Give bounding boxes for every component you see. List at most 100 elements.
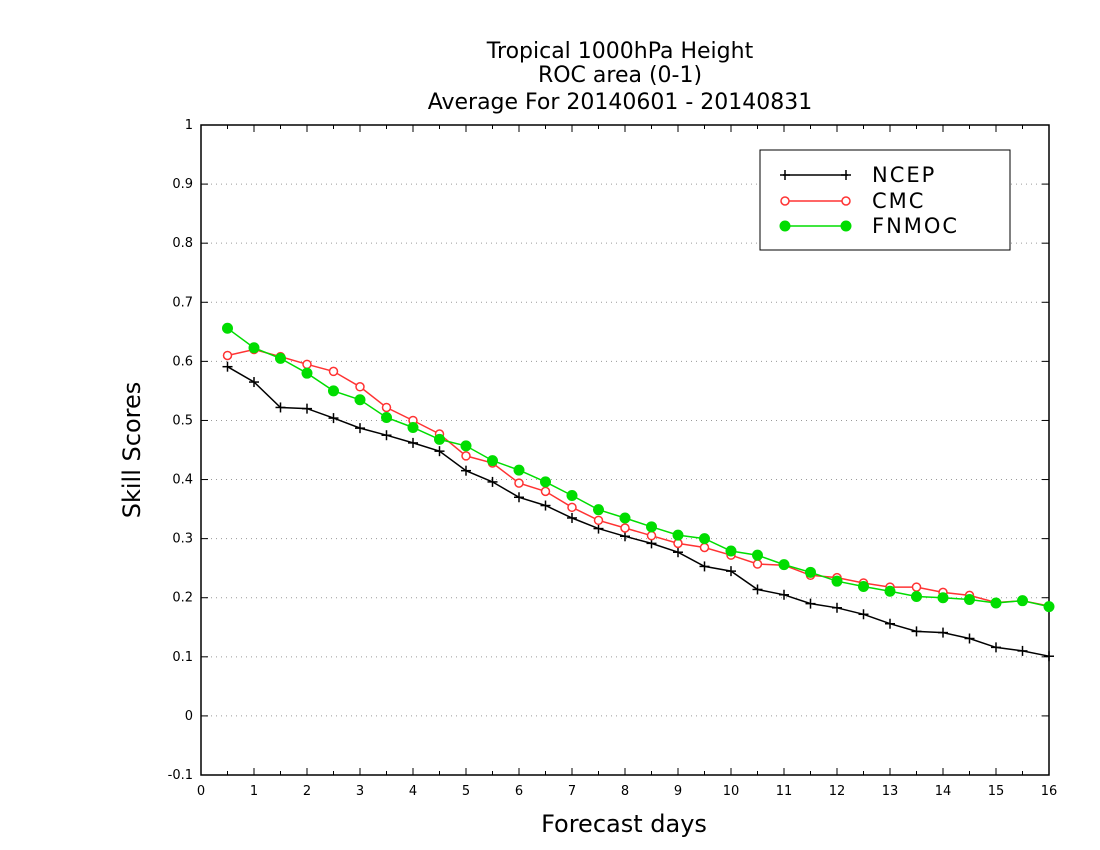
- x-tick-label: 9: [674, 784, 682, 799]
- x-tick-label: 6: [515, 784, 523, 799]
- data-point-cmc: [620, 523, 630, 533]
- data-point-ncep: [408, 437, 418, 448]
- x-tick-label: 1: [250, 784, 258, 799]
- data-point-ncep: [1044, 651, 1054, 662]
- data-point-fnmoc: [434, 433, 445, 445]
- x-tick-label: 7: [568, 784, 576, 799]
- x-tick-label: 15: [988, 784, 1005, 799]
- data-point-fnmoc: [301, 367, 313, 379]
- data-point-ncep: [355, 423, 365, 434]
- data-point-fnmoc: [831, 575, 843, 587]
- x-tick-label: 14: [935, 784, 952, 799]
- x-tick-label: 12: [829, 784, 846, 799]
- data-point-ncep: [381, 430, 392, 441]
- data-point-cmc: [355, 382, 365, 392]
- data-point-ncep: [275, 402, 286, 413]
- y-tick-label: 0.6: [172, 354, 193, 369]
- data-point-fnmoc: [566, 490, 578, 501]
- y-tick-label: 0.1: [172, 650, 193, 665]
- data-point-fnmoc: [937, 592, 949, 604]
- y-tick-label: 0.7: [172, 295, 193, 310]
- chart-title-line-2: ROC area (0-1): [538, 63, 702, 88]
- data-point-ncep: [885, 618, 895, 629]
- series-line-fnmoc: [227, 327, 1050, 608]
- data-point-ncep: [540, 500, 551, 511]
- data-point-ncep: [858, 609, 869, 620]
- legend-marker-cmc: [780, 196, 790, 206]
- data-point-ncep: [673, 547, 683, 558]
- data-point-ncep: [567, 512, 577, 523]
- data-point-ncep: [752, 584, 763, 595]
- data-point-ncep: [964, 633, 975, 644]
- legend-label-ncep: NCEP: [872, 163, 936, 187]
- data-point-fnmoc: [964, 594, 975, 605]
- x-tick-label: 5: [462, 784, 470, 799]
- y-tick-label: -0.1: [168, 768, 193, 783]
- data-point-cmc: [752, 559, 763, 569]
- data-point-fnmoc: [593, 504, 604, 516]
- data-point-cmc: [461, 451, 471, 461]
- data-point-ncep: [593, 523, 604, 534]
- data-point-fnmoc: [275, 352, 286, 364]
- x-axis-label: Forecast days: [541, 810, 707, 838]
- data-point-fnmoc: [990, 597, 1002, 609]
- data-point-cmc: [911, 582, 922, 592]
- data-point-fnmoc: [328, 385, 339, 397]
- data-point-fnmoc: [407, 422, 419, 434]
- legend-label-cmc: CMC: [872, 189, 925, 213]
- data-point-fnmoc: [699, 533, 710, 545]
- y-tick-label: 0.3: [172, 532, 193, 547]
- data-point-ncep: [832, 602, 842, 613]
- data-point-ncep: [487, 476, 498, 487]
- y-tick-label: 0.2: [172, 591, 193, 606]
- series-line-ncep: [227, 366, 1050, 657]
- data-point-ncep: [514, 492, 524, 503]
- x-tick-label: 8: [621, 784, 629, 799]
- data-point-fnmoc: [354, 394, 366, 406]
- data-point-fnmoc: [1043, 601, 1055, 613]
- legend-marker-ncep: [780, 170, 790, 180]
- x-tick-label: 13: [882, 784, 899, 799]
- data-point-fnmoc: [858, 581, 869, 592]
- data-point-ncep: [805, 598, 816, 609]
- data-point-fnmoc: [725, 545, 737, 557]
- data-point-fnmoc: [911, 591, 922, 603]
- x-tick-label: 11: [776, 784, 793, 799]
- chart-title-line-1: Tropical 1000hPa Height: [486, 39, 754, 64]
- y-tick-label: 0: [185, 709, 193, 724]
- data-point-ncep: [302, 403, 312, 414]
- x-tick-label: 0: [197, 784, 205, 799]
- legend-marker-cmc: [841, 196, 851, 206]
- x-tick-label: 2: [303, 784, 311, 799]
- data-point-fnmoc: [672, 529, 684, 541]
- legend-label-fnmoc: FNMOC: [872, 214, 959, 238]
- data-point-ncep: [328, 413, 339, 424]
- data-point-cmc: [222, 350, 233, 361]
- data-point-ncep: [249, 377, 259, 388]
- data-point-fnmoc: [540, 476, 551, 488]
- y-tick-label: 1: [185, 118, 193, 133]
- legend-marker-fnmoc: [840, 220, 852, 232]
- legend-marker-fnmoc: [779, 220, 791, 232]
- legend-marker-ncep: [841, 170, 851, 180]
- data-point-ncep: [222, 361, 233, 372]
- data-point-cmc: [381, 402, 392, 413]
- data-point-cmc: [567, 502, 577, 513]
- data-point-fnmoc: [1017, 595, 1028, 607]
- x-tick-label: 10: [723, 784, 740, 799]
- data-point-ncep: [911, 626, 922, 637]
- data-point-fnmoc: [513, 464, 525, 476]
- data-point-cmc: [540, 486, 551, 497]
- data-point-ncep: [434, 446, 445, 457]
- data-point-fnmoc: [381, 412, 392, 423]
- data-point-ncep: [461, 465, 471, 476]
- data-point-cmc: [328, 366, 339, 377]
- y-tick-label: 0.5: [172, 413, 193, 428]
- data-point-cmc: [699, 542, 710, 553]
- data-point-ncep: [1017, 645, 1028, 656]
- data-point-fnmoc: [752, 549, 763, 561]
- data-point-cmc: [593, 515, 604, 526]
- data-point-cmc: [646, 530, 657, 541]
